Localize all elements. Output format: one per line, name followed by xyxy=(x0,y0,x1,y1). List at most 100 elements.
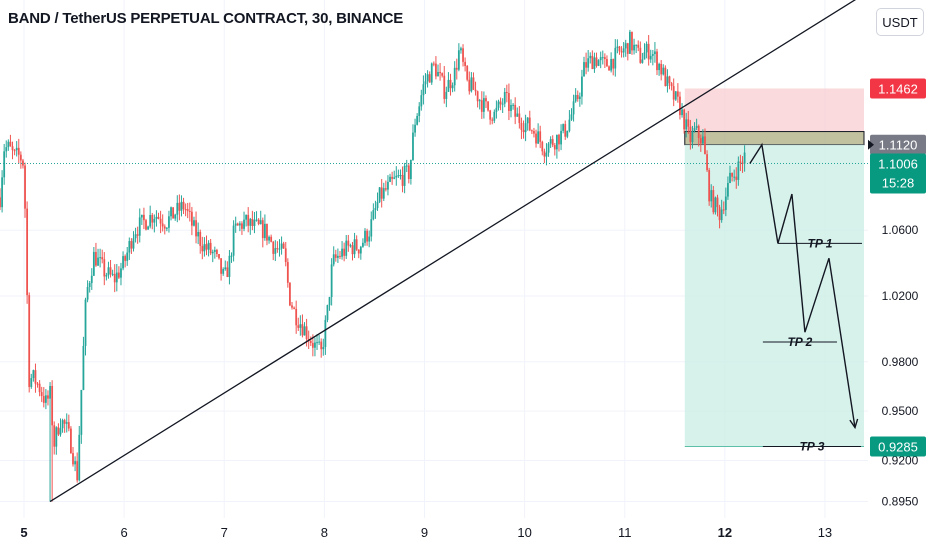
candle-body xyxy=(26,208,29,296)
price-tag-entry xyxy=(870,134,926,155)
candle-body xyxy=(222,269,225,274)
candle-body xyxy=(672,86,675,100)
candle-body xyxy=(679,96,681,116)
candle-body xyxy=(443,75,446,99)
time-tick-label: 7 xyxy=(221,525,228,540)
candle-body xyxy=(635,44,638,46)
candle-body xyxy=(67,422,70,429)
candle-body xyxy=(716,197,719,208)
candle-body xyxy=(445,91,448,99)
candle-body xyxy=(710,190,713,202)
candle-body xyxy=(495,107,498,112)
candle-body xyxy=(51,385,54,426)
candle-body xyxy=(3,151,6,178)
candle-body xyxy=(578,96,581,100)
candle-body xyxy=(172,207,175,219)
candle-body xyxy=(393,177,396,179)
candle-body xyxy=(49,385,51,399)
position-zones[interactable] xyxy=(684,88,865,447)
candle-body xyxy=(178,202,181,211)
entry-zone xyxy=(684,131,864,145)
candle-body xyxy=(238,223,241,226)
candle-body xyxy=(209,242,212,254)
price-tick-label: 0.9800 xyxy=(882,355,919,369)
drawing-lines[interactable]: TP 1 TP 2 TP 3 xyxy=(0,0,868,503)
candle-body xyxy=(336,255,339,258)
candle-body xyxy=(612,58,615,69)
candle-body xyxy=(622,48,625,53)
candle-body xyxy=(382,188,385,199)
candle-body xyxy=(430,63,433,83)
candle-body xyxy=(701,136,704,144)
candle-body xyxy=(255,219,258,221)
candle-body xyxy=(416,115,419,125)
candle-body xyxy=(122,256,124,269)
candle-body xyxy=(451,85,454,89)
candle-body xyxy=(284,248,287,263)
candle-body xyxy=(572,101,575,115)
candle-body xyxy=(22,160,24,166)
candle-body xyxy=(234,223,237,226)
price-tag-label: 1.1462 xyxy=(878,81,918,96)
candle-body xyxy=(249,218,252,226)
candle-body xyxy=(727,183,729,197)
candle-body xyxy=(697,125,700,139)
candle-body xyxy=(541,141,544,152)
candle-body xyxy=(654,51,656,55)
candle-body xyxy=(247,214,250,226)
candle-body xyxy=(470,77,473,92)
candle-body xyxy=(553,145,556,150)
candle-body xyxy=(476,91,479,102)
candle-body xyxy=(376,202,379,209)
candle-body xyxy=(499,101,502,105)
candle-body xyxy=(105,275,108,277)
candle-body xyxy=(32,370,35,379)
candle-body xyxy=(1,177,3,208)
price-tag-price xyxy=(870,436,926,457)
currency-button[interactable]: USDT xyxy=(876,8,924,36)
candle-body xyxy=(545,152,548,157)
candle-body xyxy=(86,287,89,300)
candle-body xyxy=(324,319,327,348)
candle-body xyxy=(341,248,343,257)
candle-body xyxy=(236,223,239,226)
candle-body xyxy=(683,109,686,130)
candle-body xyxy=(207,242,210,250)
candle-body xyxy=(389,176,391,182)
candle-body xyxy=(272,241,275,254)
candle-body xyxy=(153,218,156,223)
candle-body xyxy=(608,66,610,71)
candle-body xyxy=(739,161,742,163)
candle-body xyxy=(547,143,550,153)
stop-zone xyxy=(684,88,864,132)
candle-body xyxy=(99,257,102,259)
candle-body xyxy=(226,267,229,277)
candle-body xyxy=(182,201,185,210)
candle-body xyxy=(485,98,487,102)
candle-body xyxy=(662,67,665,75)
candle-body xyxy=(70,428,72,454)
price-tag-stop xyxy=(870,78,926,99)
candle-body xyxy=(631,31,633,51)
trendline xyxy=(49,0,857,503)
candle-body xyxy=(420,95,423,107)
candle-body xyxy=(380,187,383,199)
candle-body xyxy=(159,218,162,224)
candle-body xyxy=(681,109,683,116)
candle-body xyxy=(155,216,158,219)
candle-body xyxy=(84,299,87,346)
candle-body xyxy=(232,225,235,256)
candle-body xyxy=(424,81,427,85)
candle-body xyxy=(322,347,325,350)
candles xyxy=(0,29,746,502)
candle-body xyxy=(520,123,523,130)
candle-body xyxy=(585,62,587,68)
candle-body xyxy=(40,392,43,397)
candle-body xyxy=(143,214,145,221)
candle-body xyxy=(660,63,663,75)
candle-body xyxy=(439,71,441,74)
candle-body xyxy=(326,305,329,320)
candle-body xyxy=(124,256,127,261)
candle-body xyxy=(587,58,590,68)
